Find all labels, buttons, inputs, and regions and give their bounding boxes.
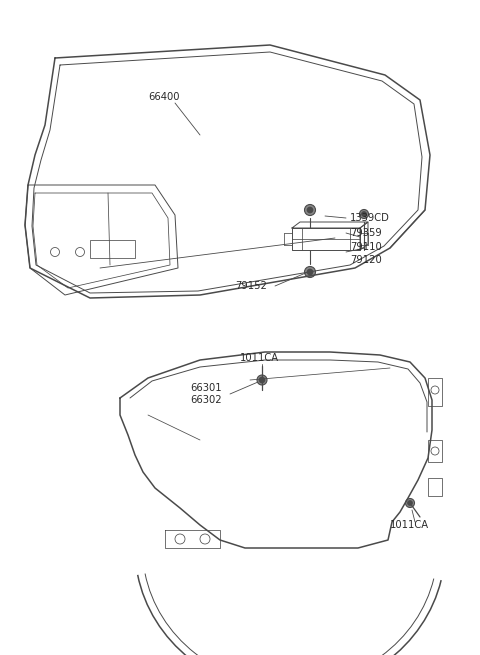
Circle shape (257, 375, 267, 385)
Circle shape (304, 267, 315, 278)
Circle shape (406, 498, 415, 508)
Circle shape (304, 204, 315, 215)
Circle shape (307, 269, 313, 275)
Circle shape (259, 377, 265, 383)
Circle shape (361, 212, 367, 217)
Text: 1339CD: 1339CD (350, 213, 390, 223)
Text: 79359: 79359 (350, 228, 382, 238)
Circle shape (360, 210, 369, 219)
Text: 79152: 79152 (235, 281, 267, 291)
Text: 66400: 66400 (148, 92, 180, 102)
Circle shape (307, 207, 313, 213)
Text: 66301: 66301 (190, 383, 222, 393)
Text: 1011CA: 1011CA (390, 520, 429, 530)
Text: 66302: 66302 (190, 395, 222, 405)
Circle shape (408, 500, 412, 506)
Text: 79110: 79110 (350, 242, 382, 252)
Text: 79120: 79120 (350, 255, 382, 265)
Text: 1011CA: 1011CA (240, 353, 279, 363)
